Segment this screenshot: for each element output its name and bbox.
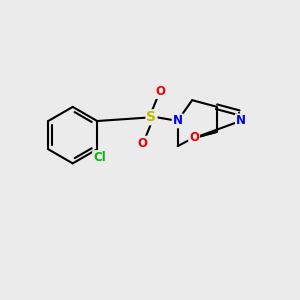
Text: S: S — [146, 110, 157, 124]
Text: Cl: Cl — [93, 151, 106, 164]
Text: O: O — [189, 131, 199, 145]
Text: O: O — [155, 85, 165, 98]
Text: N: N — [236, 114, 246, 127]
Text: O: O — [138, 137, 148, 150]
Text: N: N — [172, 114, 183, 128]
